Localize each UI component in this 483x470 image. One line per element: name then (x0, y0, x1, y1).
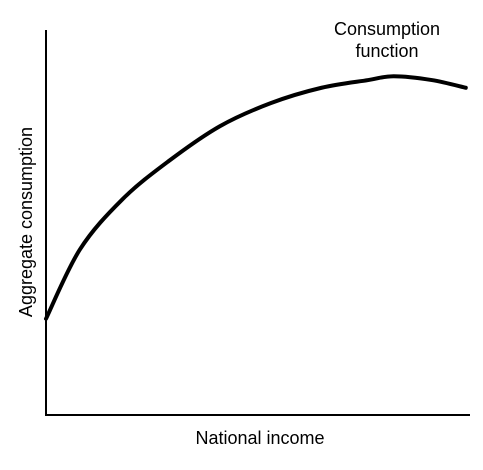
y-axis-label: Aggregate consumption (16, 127, 36, 317)
x-axis-label: National income (195, 428, 324, 448)
curve (44, 74, 468, 321)
curve-label: Consumption function (333, 19, 441, 61)
